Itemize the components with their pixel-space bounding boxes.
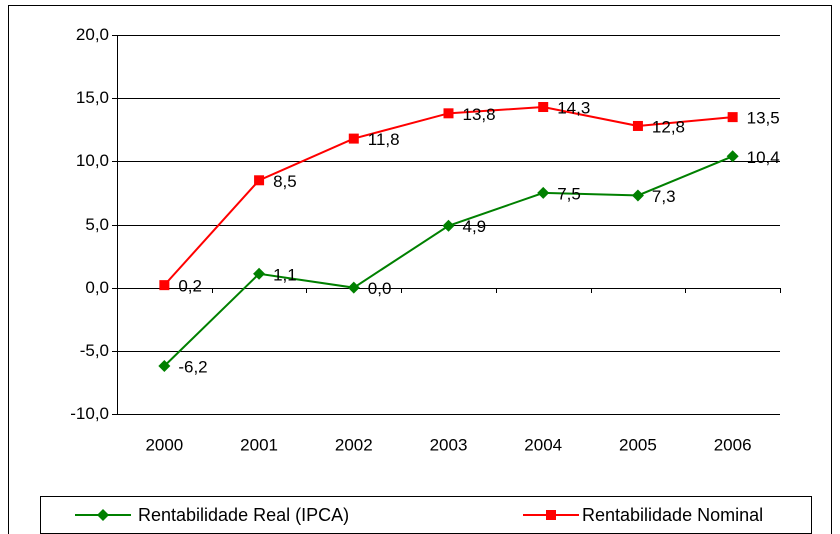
legend-box: [40, 496, 812, 534]
data-label: 8,5: [273, 172, 297, 191]
legend-label: Rentabilidade Real (IPCA): [138, 505, 349, 525]
marker: [158, 359, 171, 372]
marker: [97, 509, 109, 521]
y-tick-label: 15,0: [76, 88, 109, 107]
marker: [537, 186, 550, 199]
marker: [538, 102, 549, 113]
y-tick-label: -10,0: [70, 404, 109, 423]
data-label: 11,8: [368, 130, 400, 149]
y-tick-label: 20,0: [76, 25, 109, 44]
data-label: 7,3: [652, 187, 676, 206]
data-label: 0,2: [178, 277, 202, 296]
x-tick-label: 2006: [714, 435, 752, 454]
marker: [254, 175, 265, 186]
marker: [443, 108, 454, 119]
x-tick-label: 2003: [430, 435, 468, 454]
data-label: 13,5: [747, 109, 780, 128]
marker: [159, 280, 170, 291]
x-tick-label: 2001: [240, 435, 278, 454]
legend-label: Rentabilidade Nominal: [582, 505, 763, 525]
marker: [727, 112, 738, 123]
data-label: 10,4: [747, 148, 780, 167]
data-label: 13,8: [463, 105, 496, 124]
marker: [726, 150, 739, 163]
marker: [347, 281, 360, 294]
y-tick-label: 10,0: [76, 151, 109, 170]
data-label: 4,9: [463, 217, 487, 236]
marker: [442, 219, 455, 232]
data-label: 1,1: [273, 265, 297, 284]
x-tick-label: 2002: [335, 435, 373, 454]
data-label: 12,8: [652, 117, 685, 136]
marker: [546, 510, 556, 520]
data-label: 0,0: [368, 279, 392, 298]
series-line: [163, 106, 733, 286]
x-tick-label: 2004: [524, 435, 562, 454]
y-tick-label: 5,0: [85, 215, 109, 234]
data-label: 14,3: [557, 98, 590, 117]
y-tick-label: 0,0: [85, 278, 109, 297]
marker: [253, 267, 266, 280]
data-label: 7,5: [557, 184, 581, 203]
legend: Rentabilidade Real (IPCA) Rentabilidade N…: [40, 496, 812, 534]
marker: [632, 120, 643, 131]
marker: [348, 133, 359, 144]
marker: [631, 189, 644, 202]
x-tick-label: 2000: [145, 435, 183, 454]
x-tick-label: 2005: [619, 435, 657, 454]
chart-frame: [8, 5, 832, 534]
data-label: -6,2: [178, 357, 207, 376]
y-tick-label: -5,0: [80, 341, 109, 360]
series-line: [163, 155, 734, 367]
